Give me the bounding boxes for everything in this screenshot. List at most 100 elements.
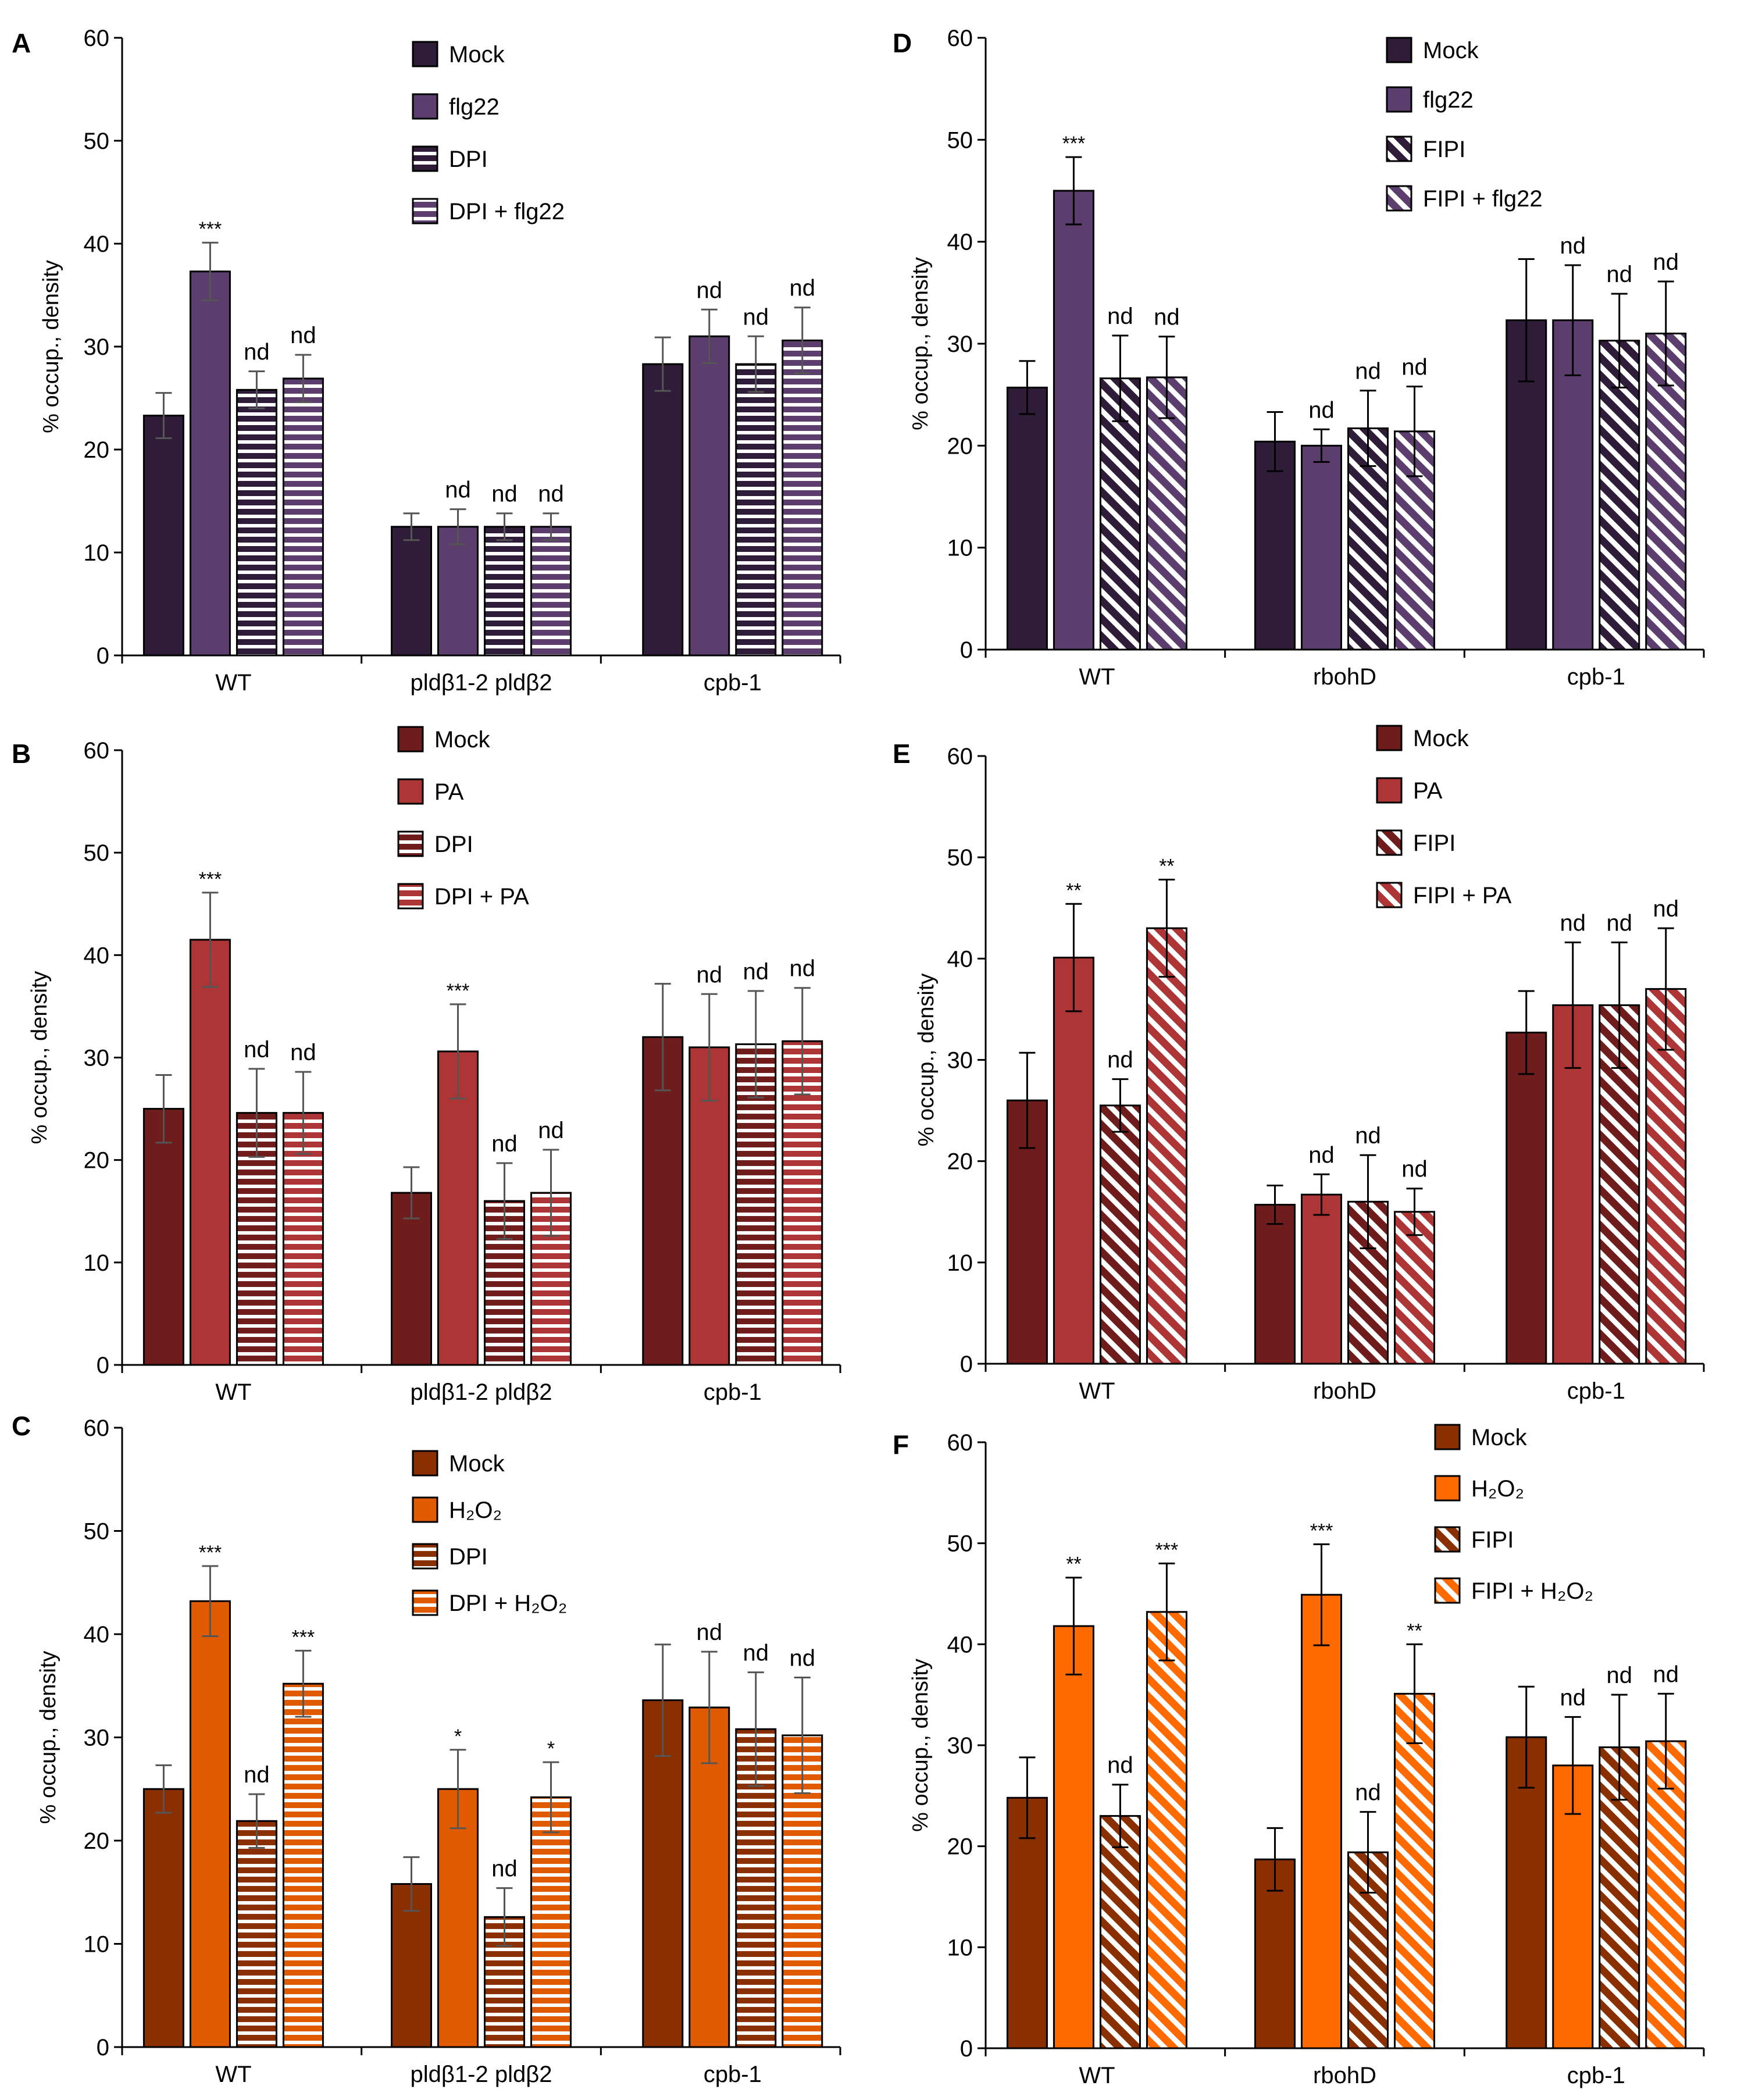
x-category-label: cpb-1 — [1567, 1378, 1625, 1404]
bar-c-0-2 — [236, 1820, 277, 2048]
x-category-label: rbohD — [1313, 1378, 1376, 1404]
significance-mark: *** — [1155, 1539, 1179, 1561]
bar-f-1-3 — [1394, 1692, 1435, 2049]
y-axis-label: % occup., density — [908, 257, 933, 430]
legend-swatch — [412, 1496, 438, 1523]
significance-mark: nd — [1653, 1662, 1679, 1687]
legend-label: DPI — [434, 832, 473, 857]
x-category-label: WT — [215, 1379, 251, 1405]
x-category-label: cpb-1 — [1567, 664, 1625, 690]
legend-swatch — [1376, 777, 1403, 804]
bar-f-0-3 — [1146, 1611, 1187, 2049]
significance-mark: nd — [1607, 262, 1633, 287]
y-tick-label: 50 — [947, 127, 973, 153]
significance-mark: nd — [1355, 1123, 1381, 1149]
legend-swatch — [412, 198, 438, 224]
bar-e-0-2 — [1099, 1104, 1141, 1365]
bar-d-0-3 — [1146, 376, 1187, 651]
bar-c-1-3 — [530, 1796, 572, 2048]
legend-label: flg22 — [1423, 87, 1474, 113]
x-category-label: pldβ1-2 pldβ2 — [411, 670, 552, 696]
legend-swatch — [412, 1543, 438, 1570]
significance-mark: nd — [1560, 233, 1586, 259]
panel-letter: D — [893, 28, 912, 58]
significance-mark: nd — [244, 339, 270, 365]
bar-a-0-1 — [189, 270, 231, 657]
y-tick-label: 40 — [84, 1622, 110, 1648]
bar-d-0-2 — [1099, 377, 1141, 651]
bar-a-2-1 — [689, 335, 730, 657]
significance-mark: nd — [1107, 1047, 1133, 1073]
bar-b-1-0 — [391, 1192, 432, 1366]
bar-d-0-0 — [1006, 386, 1048, 651]
legend-swatch — [1376, 829, 1403, 856]
significance-mark: nd — [697, 962, 723, 987]
x-category-label: cpb-1 — [1567, 2063, 1625, 2088]
legend-label: Mock — [434, 727, 491, 753]
significance-mark: nd — [1308, 397, 1335, 423]
legend-swatch — [1386, 136, 1412, 162]
legend-label: FIPI + H₂O₂ — [1471, 1578, 1593, 1604]
legend-label: DPI + PA — [434, 884, 529, 910]
y-tick-label: 30 — [947, 1733, 973, 1759]
x-category-label: WT — [1079, 2063, 1115, 2088]
y-tick-label: 10 — [84, 1250, 110, 1276]
legend-label: FIPI + flg22 — [1423, 186, 1543, 212]
significance-mark: nd — [244, 1037, 270, 1063]
y-axis-label: % occup., density — [39, 260, 63, 433]
panel-letter: C — [12, 1411, 31, 1441]
significance-mark: nd — [1107, 304, 1133, 329]
significance-mark: *** — [292, 1626, 315, 1648]
significance-mark: nd — [1607, 1663, 1633, 1688]
bar-a-1-2 — [484, 526, 525, 657]
x-category-label: cpb-1 — [704, 2062, 762, 2087]
bar-e-1-1 — [1301, 1193, 1342, 1365]
legend-swatch — [412, 93, 438, 120]
significance-mark: *** — [199, 1542, 222, 1564]
x-category-label: WT — [215, 2062, 251, 2087]
legend-label: Mock — [449, 1451, 505, 1477]
legend-swatch — [1434, 1577, 1461, 1604]
y-tick-label: 60 — [947, 26, 973, 51]
y-axis-label: % occup., density — [36, 1651, 60, 1824]
legend-label: DPI + flg22 — [449, 199, 565, 224]
bar-e-2-0 — [1506, 1031, 1547, 1365]
legend-swatch — [397, 830, 424, 857]
significance-mark: *** — [1062, 133, 1086, 155]
significance-mark: nd — [1560, 1685, 1586, 1710]
significance-mark: nd — [1355, 359, 1381, 384]
significance-mark: nd — [697, 277, 723, 303]
bar-c-0-0 — [142, 1788, 184, 2048]
bar-f-1-1 — [1301, 1593, 1342, 2049]
bar-a-0-2 — [236, 388, 277, 657]
y-tick-label: 50 — [947, 845, 973, 871]
significance-mark: nd — [290, 323, 316, 348]
bar-a-2-2 — [735, 363, 777, 657]
x-category-label: pldβ1-2 pldβ2 — [411, 2062, 552, 2087]
y-tick-label: 30 — [84, 1046, 110, 1071]
legend-label: H₂O₂ — [1471, 1476, 1524, 1502]
legend-label: DPI — [449, 1544, 488, 1570]
y-tick-label: 60 — [947, 1430, 973, 1456]
bar-d-1-1 — [1301, 444, 1342, 651]
y-tick-label: 0 — [960, 1352, 973, 1377]
y-tick-label: 50 — [84, 1519, 110, 1545]
x-category-label: WT — [1079, 1378, 1115, 1404]
legend-swatch — [412, 145, 438, 172]
bar-e-0-3 — [1146, 927, 1187, 1365]
y-tick-label: 10 — [947, 1935, 973, 1960]
bar-f-0-2 — [1099, 1815, 1141, 2049]
significance-mark: nd — [445, 477, 471, 503]
bar-a-2-3 — [782, 339, 823, 657]
legend-swatch — [1434, 1475, 1461, 1502]
bar-d-1-0 — [1254, 440, 1296, 651]
significance-mark: nd — [790, 956, 816, 982]
bar-b-0-1 — [189, 939, 231, 1366]
bar-a-1-3 — [530, 526, 572, 657]
legend-label: H₂O₂ — [449, 1498, 502, 1523]
significance-mark: *** — [199, 868, 222, 890]
y-tick-label: 40 — [84, 231, 110, 257]
bar-d-2-2 — [1599, 340, 1640, 651]
y-tick-label: 40 — [947, 946, 973, 972]
legend-swatch — [1434, 1424, 1461, 1450]
